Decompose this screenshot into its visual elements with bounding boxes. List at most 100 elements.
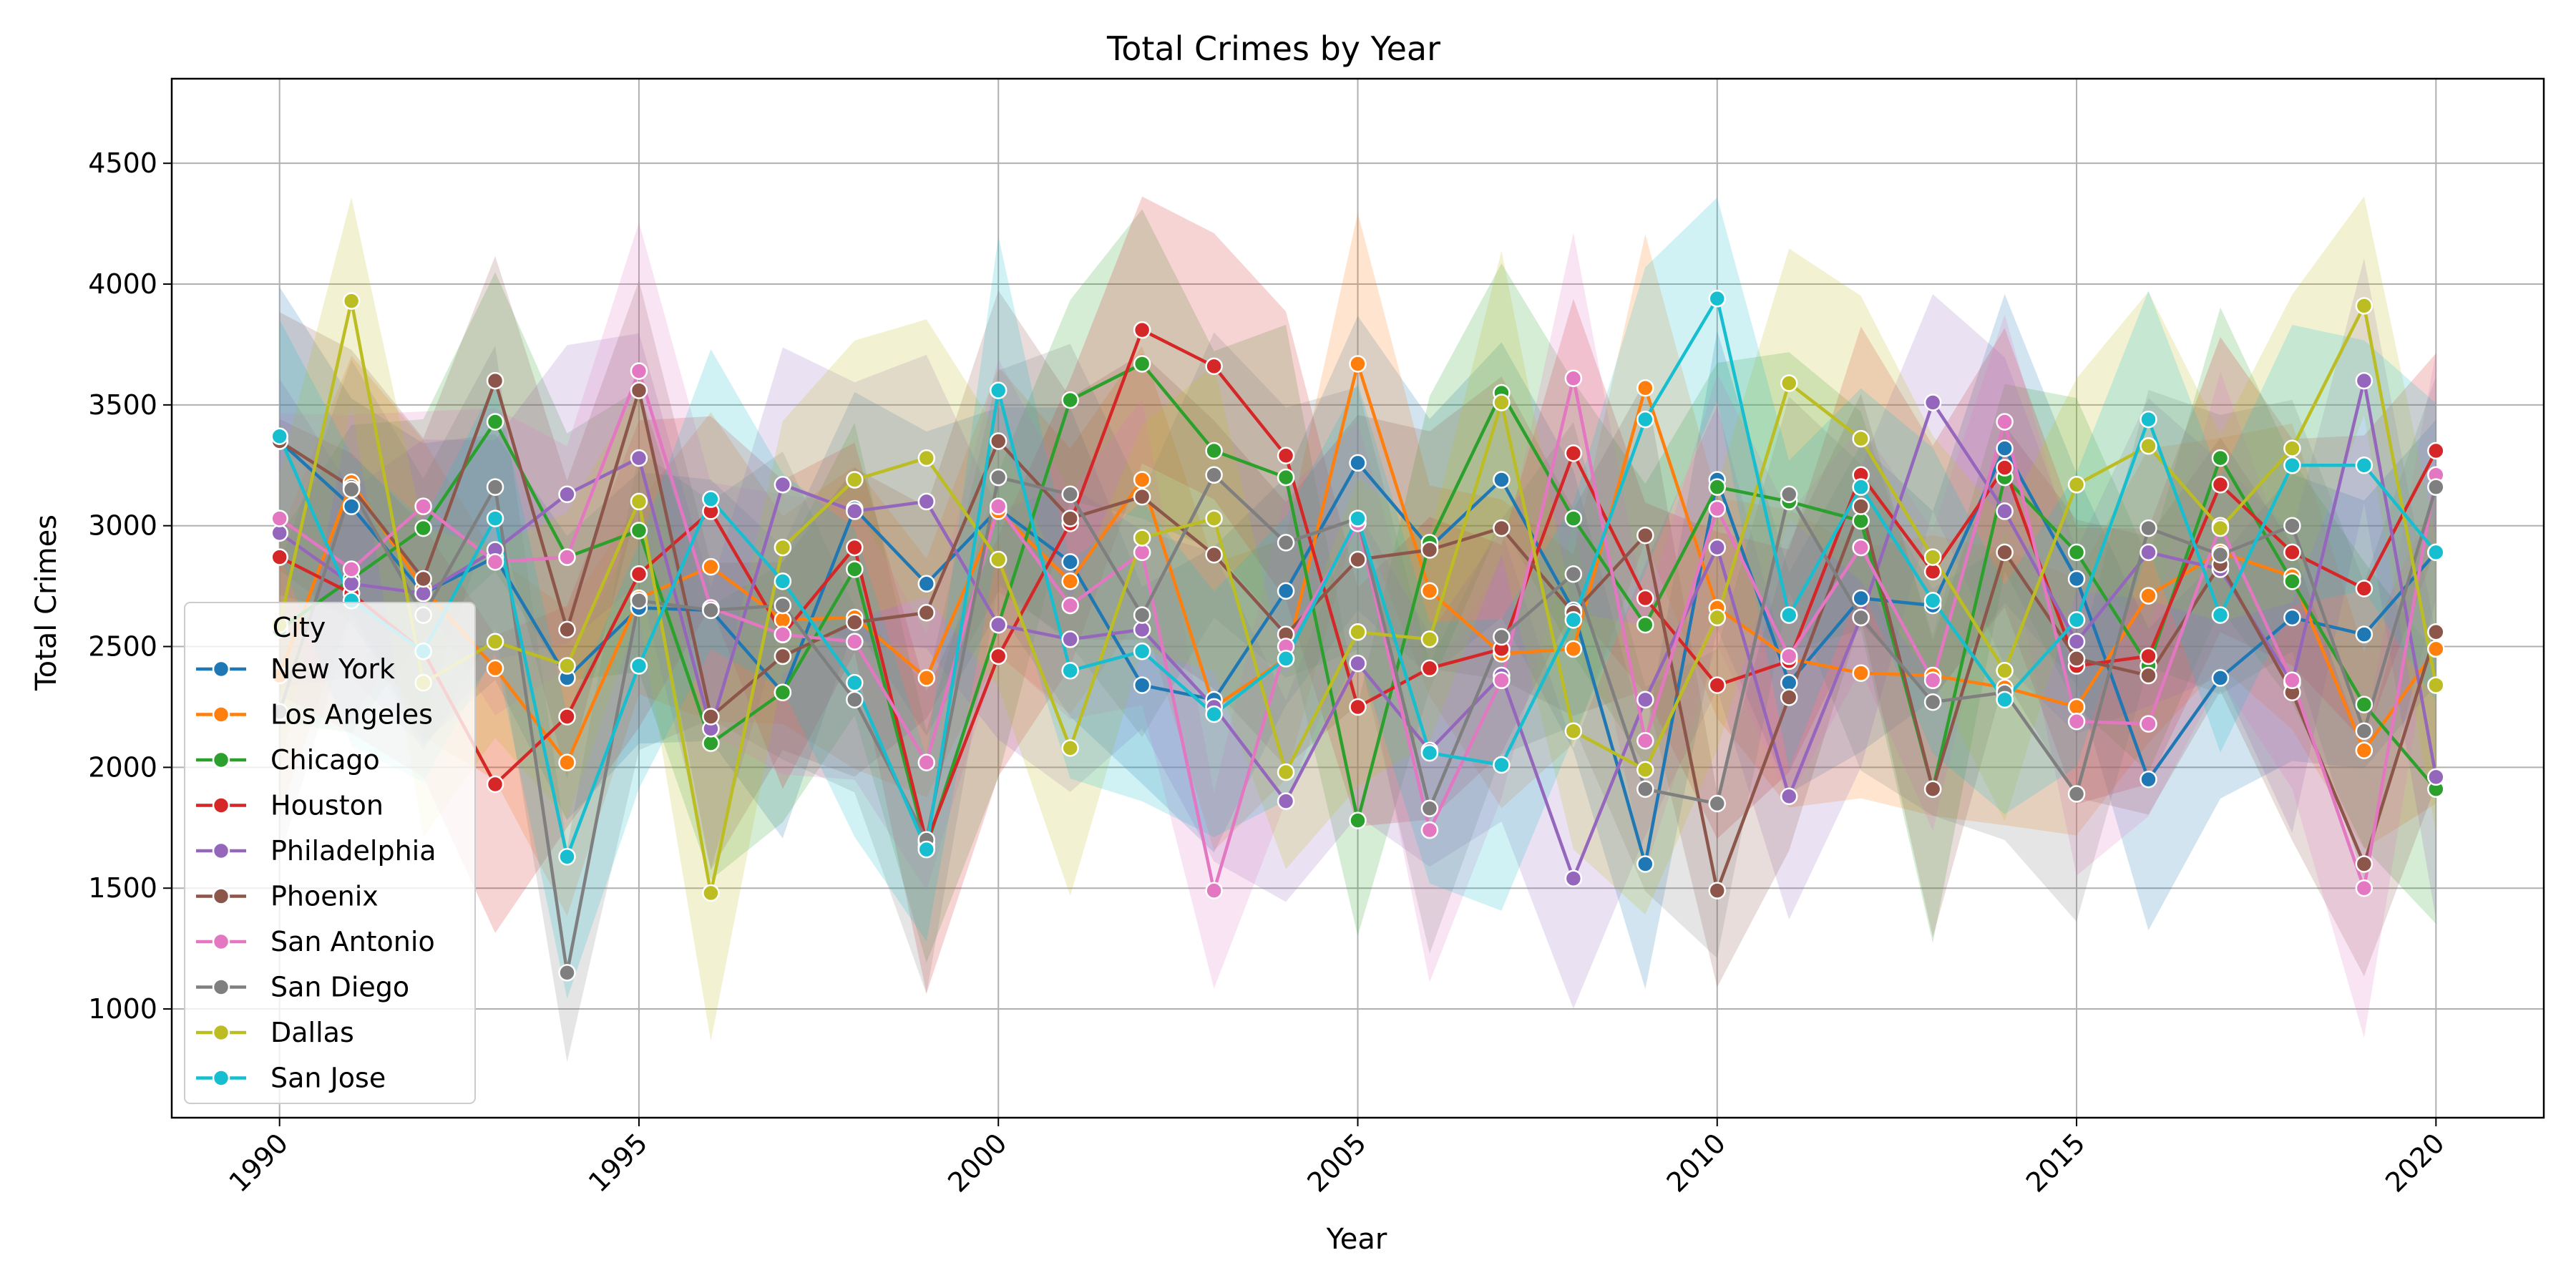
data-point [1852, 497, 1870, 515]
data-point [1636, 780, 1654, 799]
data-point [342, 497, 361, 515]
legend-marker [212, 796, 230, 814]
data-point [1133, 321, 1151, 339]
data-point [1852, 538, 1870, 557]
data-point [846, 691, 864, 709]
data-point [1061, 572, 1079, 590]
data-point [1636, 691, 1654, 709]
data-point [917, 575, 936, 592]
data-point [630, 449, 648, 467]
data-point [1277, 534, 1295, 552]
data-point [2355, 371, 2373, 390]
data-point [917, 449, 936, 467]
data-point [1061, 596, 1079, 615]
data-point [774, 476, 792, 494]
data-point [774, 611, 792, 629]
data-point [558, 964, 576, 982]
data-point [2355, 741, 2373, 759]
data-point [2140, 437, 2157, 455]
data-point [486, 775, 504, 794]
data-point [1061, 509, 1079, 527]
y-tick-label: 4000 [88, 268, 157, 300]
data-point [774, 625, 792, 643]
data-point [1708, 478, 1727, 496]
legend-marker [212, 751, 230, 769]
data-point [414, 584, 432, 602]
data-point [774, 538, 792, 557]
data-point [486, 633, 504, 651]
data-point [917, 604, 936, 622]
data-point [989, 550, 1008, 569]
legend-marker [212, 887, 230, 905]
data-point [1708, 676, 1727, 694]
data-point [558, 620, 576, 639]
data-point [2067, 698, 2086, 716]
data-point [1061, 553, 1079, 571]
data-point [1996, 413, 2014, 431]
data-point [1061, 662, 1079, 680]
data-point [1996, 691, 2014, 709]
data-point [486, 371, 504, 390]
y-axis-title: Total Crimes [30, 514, 63, 691]
y-tick-label: 2000 [88, 751, 157, 783]
data-point [630, 657, 648, 675]
data-point [1564, 722, 1583, 740]
data-point [1493, 671, 1511, 690]
data-point [1277, 468, 1295, 487]
data-point [1923, 548, 1942, 566]
grid [172, 79, 2544, 1118]
chart-title: Total Crimes by Year [1106, 29, 1440, 68]
data-point [2427, 478, 2445, 496]
data-point [1277, 763, 1295, 781]
data-point [1852, 478, 1870, 496]
data-point [2211, 669, 2230, 687]
data-point [1205, 545, 1223, 564]
data-point [2140, 410, 2157, 429]
legend-marker [212, 1023, 230, 1042]
data-point [1205, 882, 1223, 899]
series-band [279, 197, 2436, 999]
data-point [1780, 485, 1798, 504]
data-point [2427, 543, 2445, 562]
data-point [1349, 454, 1367, 472]
data-point [702, 490, 720, 508]
data-point [1349, 623, 1367, 641]
data-point [1493, 471, 1511, 489]
data-point [1493, 519, 1511, 537]
data-point [989, 381, 1008, 399]
data-point [2355, 855, 2373, 873]
data-point [558, 485, 576, 504]
data-point [1852, 512, 1870, 530]
y-tick-label: 3000 [88, 510, 157, 542]
data-point [630, 362, 648, 380]
data-point [1349, 811, 1367, 829]
legend-marker [212, 841, 230, 860]
data-point [486, 413, 504, 431]
data-point [1349, 509, 1367, 527]
data-point [1708, 290, 1727, 308]
data-point [774, 596, 792, 615]
data-point [2283, 457, 2301, 474]
data-point [2067, 650, 2086, 668]
data-point [342, 292, 361, 310]
series-band [279, 196, 2436, 994]
data-point [1277, 447, 1295, 465]
legend-title: City [273, 612, 326, 643]
data-point [2211, 476, 2230, 494]
data-point [989, 432, 1008, 450]
series-band [279, 222, 2436, 1038]
data-point [1636, 761, 1654, 779]
data-point [1420, 821, 1439, 839]
data-point [2067, 712, 2086, 731]
data-point [1277, 650, 1295, 668]
data-point [774, 683, 792, 701]
data-point [2140, 647, 2157, 665]
data-point [1708, 538, 1727, 557]
series-markers [270, 290, 2445, 982]
data-point [558, 657, 576, 675]
data-point [630, 492, 648, 511]
data-point [917, 753, 936, 771]
data-point [1564, 869, 1583, 887]
data-point [1133, 487, 1151, 506]
data-point [414, 570, 432, 588]
